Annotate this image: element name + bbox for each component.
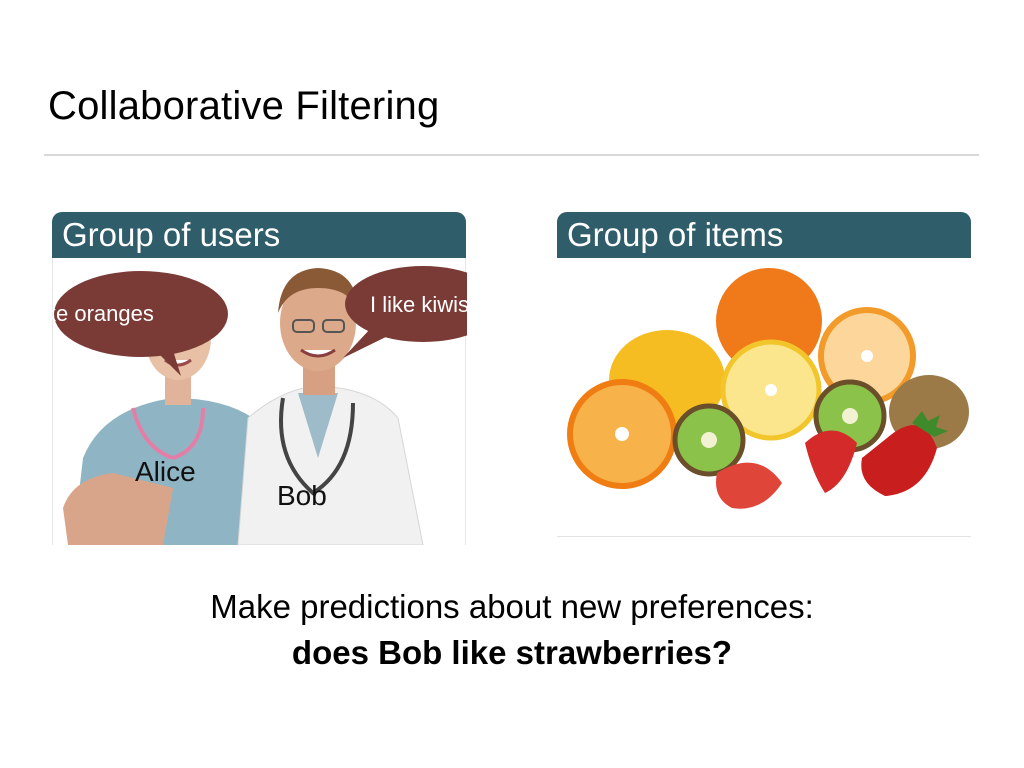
users-panel-heading: Group of users: [52, 212, 466, 258]
alice-speech-bubble: [54, 271, 228, 376]
doctors-photo: [54, 266, 467, 545]
sliced-lemon-icon: [720, 339, 822, 441]
alice-name-label: Alice: [135, 456, 196, 487]
alice-bubble-text: I like oranges: [23, 301, 154, 326]
sliced-orange-icon: [567, 379, 677, 489]
bob-figure: [237, 268, 424, 545]
caption-line-1: Make predictions about new preferences:: [210, 588, 814, 625]
bob-name-label: Bob: [277, 480, 327, 511]
strawberry-icon: [716, 411, 948, 509]
caption-line-2: does Bob like strawberries?: [291, 634, 733, 671]
slide-title: Collaborative Filtering: [48, 84, 440, 128]
title-divider: [44, 154, 979, 156]
items-panel-heading: Group of items: [557, 212, 971, 258]
bob-speech-bubble: [343, 266, 467, 358]
users-panel: I like oranges I like kiwis Alice Bob: [23, 258, 470, 545]
fruit-photo: [567, 268, 969, 509]
bob-bubble-text: I like kiwis: [370, 292, 470, 317]
items-panel: [557, 258, 971, 537]
